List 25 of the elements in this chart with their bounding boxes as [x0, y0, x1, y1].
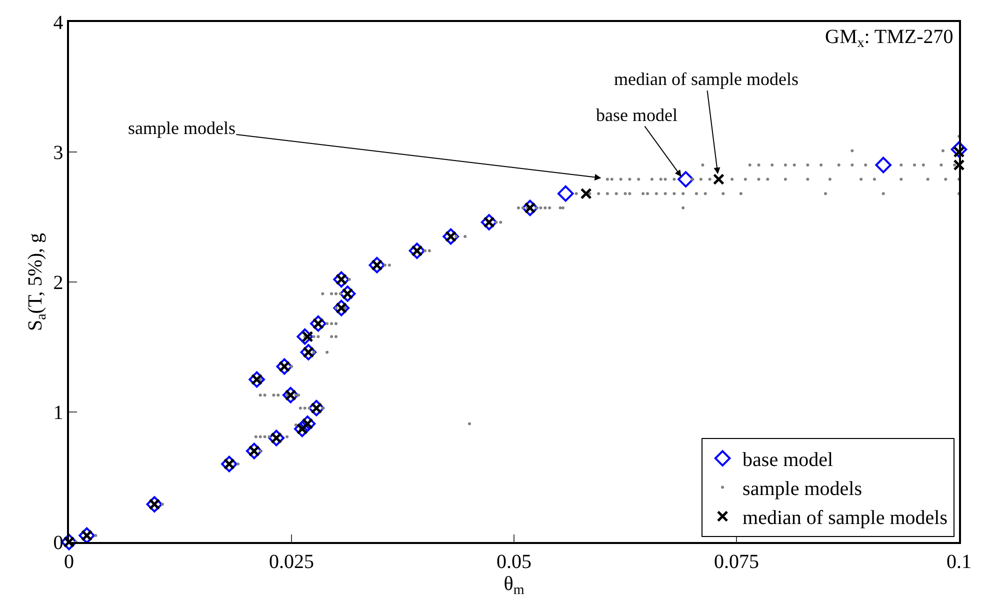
- x-axis-title: θ$_{m}$: [504, 572, 524, 598]
- annotation: GM$_{x}$: TMZ-270: [825, 26, 954, 52]
- point: [712, 174, 724, 186]
- x-tick-label: 0.05: [496, 550, 532, 573]
- x-tick-label: 0.025: [269, 550, 314, 573]
- y-tick-label: 0: [53, 532, 64, 554]
- point: [296, 328, 313, 345]
- legend-label: base model: [742, 449, 834, 472]
- y-tick-label: 1: [53, 402, 64, 424]
- x-tick-label: 0.1: [946, 550, 972, 573]
- x-tick-label: 0.075: [714, 550, 759, 573]
- point: [953, 159, 965, 171]
- legend-label: sample models: [742, 478, 862, 500]
- annotation: sample models: [128, 118, 236, 138]
- point: [557, 185, 574, 202]
- point: [580, 188, 592, 200]
- y-tick-label: 4: [53, 12, 64, 34]
- y-tick-label: 2: [53, 272, 64, 294]
- annotation: median of sample models: [614, 69, 798, 89]
- point: [678, 171, 694, 188]
- point: [950, 141, 968, 158]
- legend-label: median of sample models: [742, 507, 948, 530]
- y-tick-label: 3: [53, 142, 64, 164]
- annotation: base model: [596, 105, 678, 125]
- point: [875, 156, 892, 174]
